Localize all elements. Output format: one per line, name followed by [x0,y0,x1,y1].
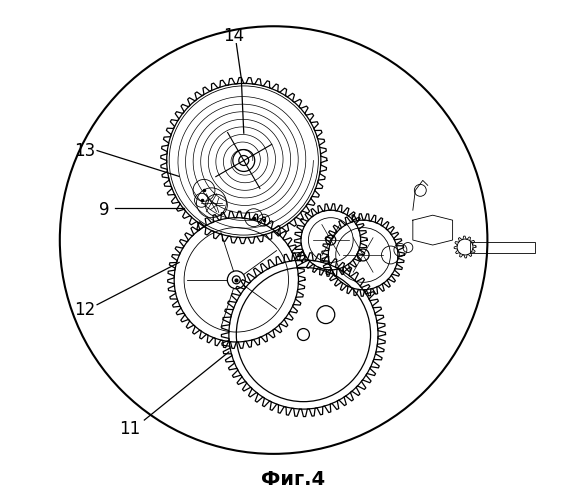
Text: 11: 11 [119,420,140,438]
Text: 13: 13 [74,142,95,160]
Text: 14: 14 [223,27,244,45]
Text: 9: 9 [99,201,110,219]
Text: Фиг.4: Фиг.4 [261,470,326,488]
Text: 12: 12 [74,300,95,318]
